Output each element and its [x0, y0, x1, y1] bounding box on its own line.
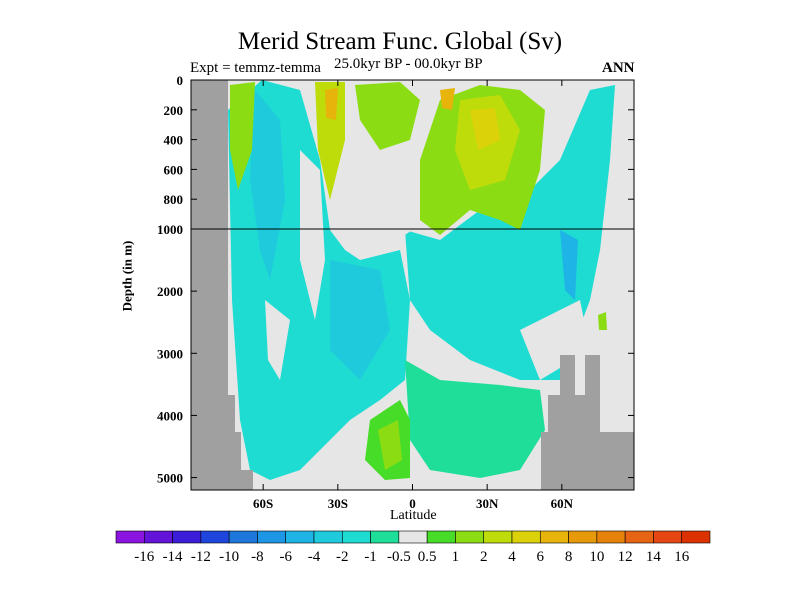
colorbar-swatch	[313, 530, 343, 544]
colorbar-swatch	[228, 530, 258, 544]
colorbar-label: -8	[251, 549, 264, 565]
contour-positive-upper-mid	[315, 82, 345, 200]
y-tick-label: 1000	[157, 222, 183, 237]
colorbar-swatch	[143, 530, 173, 544]
colorbar-swatch	[115, 530, 145, 544]
y-ticks: 0 200 400 600 800 1000 2000 3000 4000 5000	[157, 73, 634, 486]
colorbar-label: 10	[589, 549, 604, 565]
contour-teal-band	[405, 360, 545, 478]
y-tick-label: 200	[164, 103, 184, 118]
x-ticks: 60S 30S 0 30N 60N	[253, 80, 574, 511]
colorbar-swatch	[398, 530, 428, 544]
chart-title: Merid Stream Func. Global (Sv)	[237, 28, 563, 55]
colorbar-swatch	[200, 530, 230, 544]
colorbar-swatch	[596, 530, 626, 544]
colorbar-label: -1	[364, 549, 377, 565]
contour-negative-east	[405, 85, 615, 380]
colorbar-swatch	[511, 530, 541, 544]
x-axis-label: Latitude	[390, 508, 437, 523]
contour-negative-mid2	[330, 260, 390, 380]
land-antarctica	[191, 80, 253, 490]
colorbar-swatch	[624, 530, 654, 544]
colorbar-label: 14	[646, 549, 662, 565]
colorbar-label: -14	[163, 549, 183, 565]
colorbar-label: 2	[480, 549, 488, 565]
colorbar-swatch	[483, 530, 513, 544]
stream-function-field	[191, 80, 634, 490]
contour-positive-north-max	[470, 108, 500, 150]
y-tick-label: 800	[164, 192, 184, 207]
colorbar-swatch	[653, 530, 683, 544]
colorbar-label: 8	[565, 549, 573, 565]
contour-negative-east-core	[560, 230, 578, 300]
colorbar-swatch	[370, 530, 400, 544]
y-tick-label: 600	[164, 162, 184, 177]
colorbar-swatch	[426, 530, 456, 544]
colorbar-label: 0.5	[418, 549, 437, 565]
colorbar-label: -6	[279, 549, 292, 565]
contour-positive-upper-mid2	[355, 82, 420, 150]
season-label: ANN	[602, 60, 635, 76]
y-tick-label: 4000	[157, 408, 183, 423]
y-tick-label: 0	[177, 73, 184, 88]
colorbar-label: -12	[191, 549, 211, 565]
time-range-label: 25.0kyr BP - 00.0kyr BP	[334, 56, 483, 72]
colorbar-label: -2	[336, 549, 349, 565]
contour-positive-upper-max2	[440, 88, 455, 110]
colorbar-label: -10	[219, 549, 239, 565]
colorbar-swatch	[568, 530, 598, 544]
colorbar-label: -4	[308, 549, 321, 565]
y-tick-label: 5000	[157, 471, 183, 486]
colorbar-swatch	[681, 530, 711, 544]
colorbar-swatch	[455, 530, 485, 544]
colorbar-label: 12	[618, 549, 633, 565]
colorbar-label: 4	[508, 549, 516, 565]
colorbar-label: 6	[537, 549, 545, 565]
contour-gap-1	[300, 150, 325, 320]
contour-positive-abyss-core	[378, 420, 402, 470]
colorbar: -16 -14 -12 -10 -8 -6 -4 -2 -1 -0.5 0.5 1 2 4 6 8 10 12 14…	[115, 530, 711, 565]
contour-gap-2	[390, 150, 412, 240]
land-north-topography	[541, 355, 634, 490]
colorbar-swatch	[539, 530, 569, 544]
contour-positive-small-north	[598, 312, 607, 330]
y-tick-label: 3000	[157, 346, 183, 361]
contour-positive-upper-max	[325, 88, 338, 120]
x-tick-label: 30N	[476, 496, 499, 511]
y-tick-label: 400	[164, 133, 184, 148]
y-tick-label: 2000	[157, 284, 183, 299]
colorbar-label: -16	[134, 549, 154, 565]
colorbar-label: 1	[452, 549, 460, 565]
colorbar-label: -0.5	[387, 549, 411, 565]
contour-negative-mid	[250, 90, 285, 280]
x-tick-label: 30S	[328, 496, 348, 511]
x-tick-label: 60S	[253, 496, 273, 511]
colorbar-swatch	[257, 530, 287, 544]
contour-gap-4	[265, 300, 290, 380]
x-tick-label: 0	[409, 496, 416, 511]
contour-positive-upper-west	[230, 82, 255, 190]
colorbar-swatch	[285, 530, 315, 544]
colorbar-label: 16	[674, 549, 690, 565]
experiment-label: Expt = temmz-temma	[190, 60, 321, 76]
colorbar-swatch	[172, 530, 202, 544]
colorbar-swatch	[341, 530, 371, 544]
x-tick-label: 60N	[551, 496, 574, 511]
